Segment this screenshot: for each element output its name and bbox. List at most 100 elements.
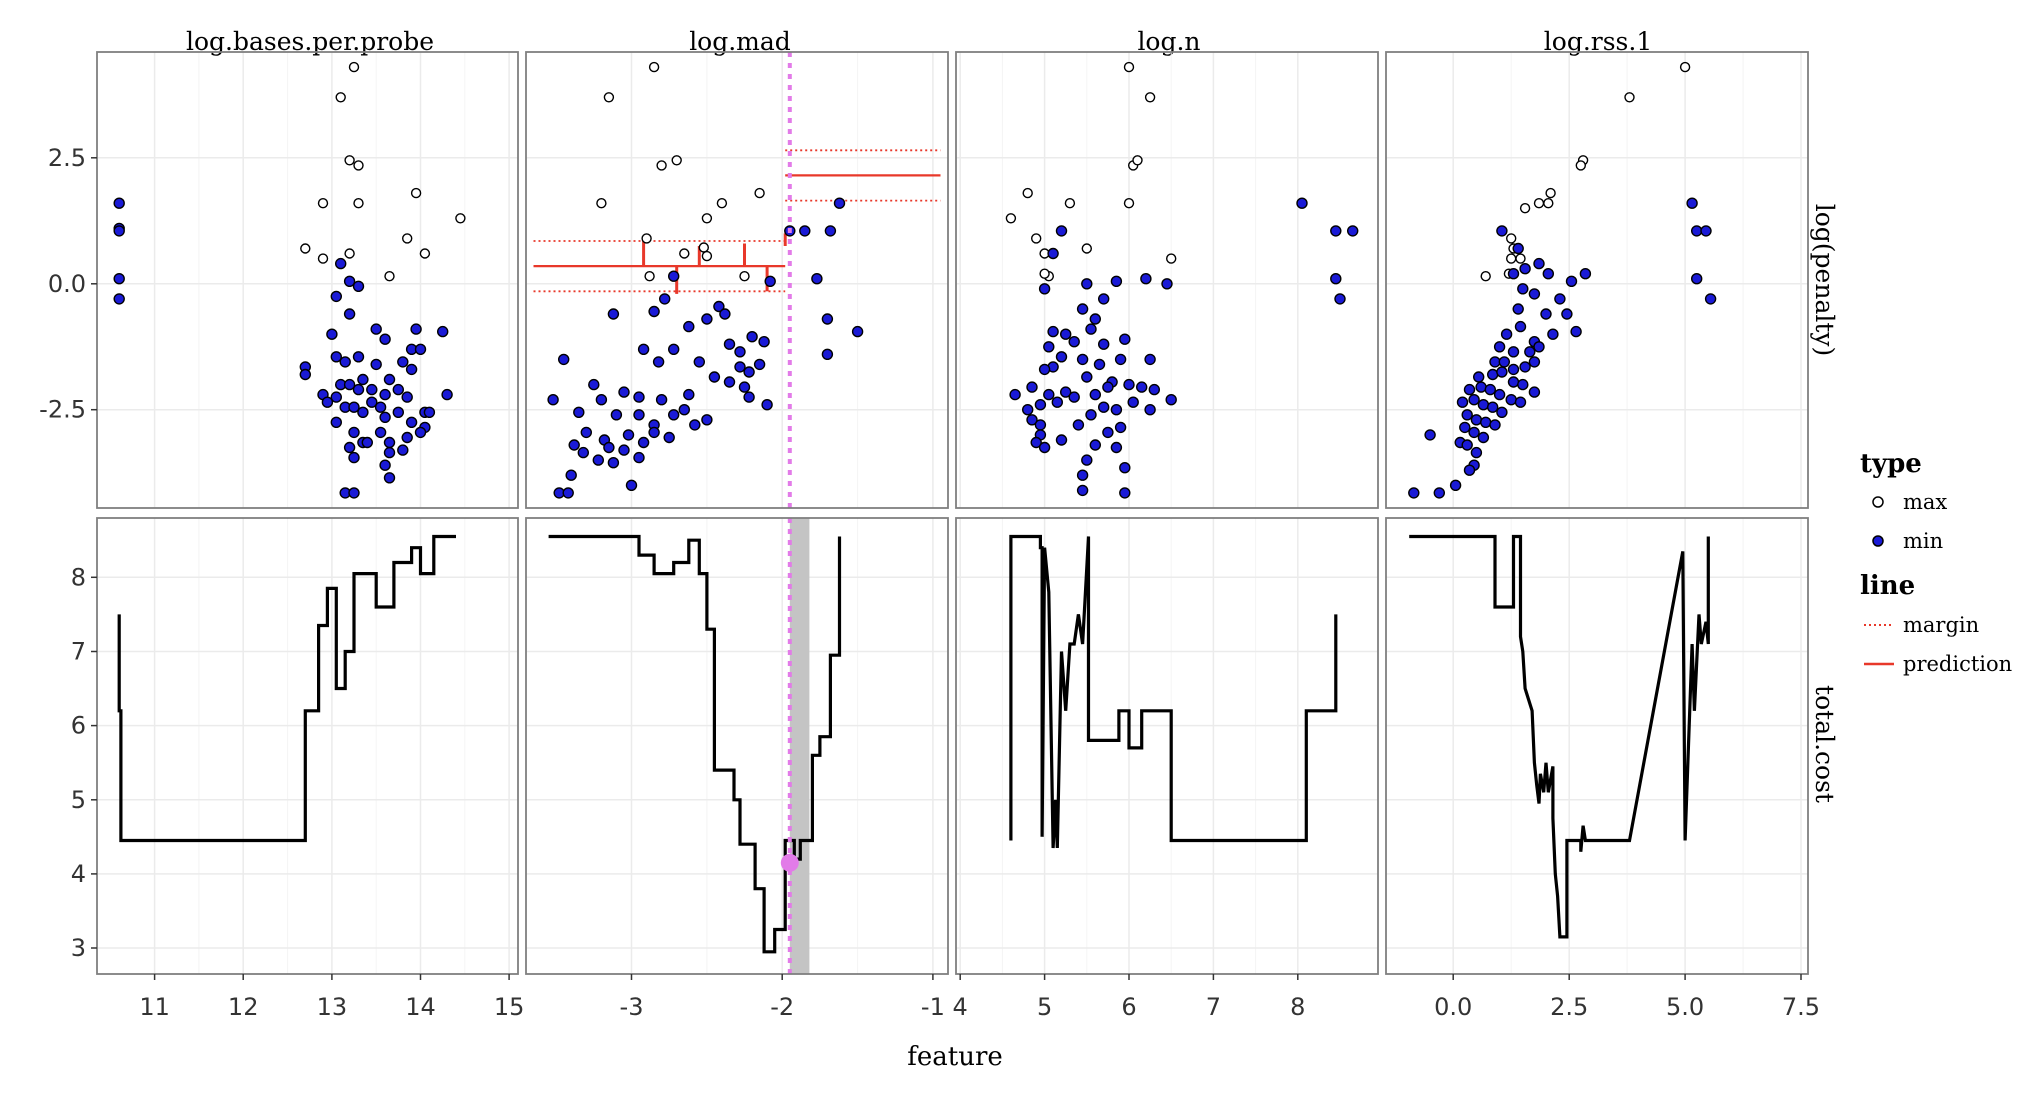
min-point <box>1507 363 1520 376</box>
min-point <box>1076 469 1089 481</box>
min-point <box>1068 391 1080 403</box>
min-point <box>568 439 580 451</box>
min-point <box>330 290 342 303</box>
min-point <box>1461 439 1473 451</box>
min-point <box>379 459 391 471</box>
min-point <box>1686 197 1698 209</box>
min-point <box>330 391 342 403</box>
min-point <box>1009 388 1021 401</box>
x-tick-label: 13 <box>317 993 348 1021</box>
min-point <box>1081 371 1093 383</box>
min-point <box>343 275 356 287</box>
min-point <box>1561 308 1573 320</box>
min-point <box>374 426 387 439</box>
min-point <box>1127 396 1139 408</box>
min-point <box>547 394 559 406</box>
x-tick-label: 15 <box>494 993 525 1021</box>
max-point <box>348 61 360 73</box>
min-point <box>701 414 713 426</box>
min-point <box>743 366 755 378</box>
min-point <box>405 363 418 376</box>
min-point <box>1051 396 1064 408</box>
min-point <box>113 225 125 237</box>
panel-border <box>955 51 1379 509</box>
min-point <box>637 436 650 449</box>
min-point <box>1472 371 1485 383</box>
min-point <box>397 444 409 456</box>
max-point <box>701 250 713 262</box>
min-point <box>678 404 690 416</box>
max-point <box>410 187 422 199</box>
min-point <box>1570 325 1582 338</box>
min-point <box>1533 341 1545 353</box>
min-point <box>392 406 404 418</box>
min-point <box>401 431 413 444</box>
min-point <box>423 406 436 418</box>
x-tick-label: 5 <box>1037 993 1052 1021</box>
min-point <box>330 351 342 363</box>
min-point <box>361 436 373 449</box>
y-tick-label: 8 <box>71 563 86 591</box>
x-tick-label: -2 <box>770 993 794 1021</box>
min-point <box>1093 358 1106 371</box>
min-point <box>379 411 391 423</box>
min-point <box>1690 273 1703 285</box>
min-point <box>1408 487 1420 499</box>
min-point <box>580 426 592 439</box>
x-tick-label: -1 <box>921 993 945 1021</box>
min-point <box>1030 436 1042 449</box>
min-point <box>719 308 731 320</box>
y-tick-label: 4 <box>71 860 86 888</box>
max-point <box>1123 197 1135 209</box>
max-point <box>1533 197 1545 209</box>
min-point <box>1110 441 1123 454</box>
min-point <box>668 270 680 282</box>
min-point <box>1119 333 1131 345</box>
max-point <box>671 155 682 166</box>
min-point <box>595 394 608 406</box>
min-point <box>1463 383 1476 396</box>
min-point <box>366 383 378 396</box>
min-point <box>1493 341 1506 353</box>
y-tick-label: 2.5 <box>48 144 86 172</box>
min-point <box>708 371 721 383</box>
min-point <box>348 451 360 464</box>
min-point <box>713 300 725 313</box>
best-cost-point <box>780 853 799 872</box>
min-point <box>383 446 396 459</box>
panel-cost-log-rss-1 <box>1385 517 1809 975</box>
min-point <box>1456 396 1469 408</box>
min-point <box>326 328 338 340</box>
min-point <box>1700 225 1712 237</box>
max-point <box>384 271 395 282</box>
min-point <box>397 356 409 368</box>
max-point <box>317 197 329 209</box>
legend-min-label: min <box>1903 529 1943 553</box>
min-point <box>441 388 453 401</box>
max-point <box>317 253 329 264</box>
min-point <box>625 479 638 491</box>
min-point <box>1470 414 1483 426</box>
min-point <box>668 409 680 421</box>
min-point <box>113 293 125 305</box>
min-point <box>1514 320 1527 333</box>
min-point <box>1102 381 1114 393</box>
min-point <box>1461 409 1473 421</box>
min-point <box>648 426 660 439</box>
min-point <box>1055 225 1068 237</box>
panel-border <box>96 517 519 975</box>
max-point <box>1081 243 1093 254</box>
min-point <box>1089 439 1102 451</box>
legend-line-title: line <box>1860 571 1915 601</box>
min-point <box>348 426 360 439</box>
x-axis-label: feature <box>907 1042 1003 1072</box>
min-point <box>1477 399 1490 411</box>
min-point <box>379 388 391 401</box>
min-point <box>1565 275 1578 287</box>
x-tick-label: 14 <box>405 993 436 1021</box>
y-tick-label: -2.5 <box>39 396 86 424</box>
legend-min-symbol <box>1872 535 1884 547</box>
legend: type max min line margin prediction <box>1860 449 2012 676</box>
min-point <box>1449 479 1462 491</box>
